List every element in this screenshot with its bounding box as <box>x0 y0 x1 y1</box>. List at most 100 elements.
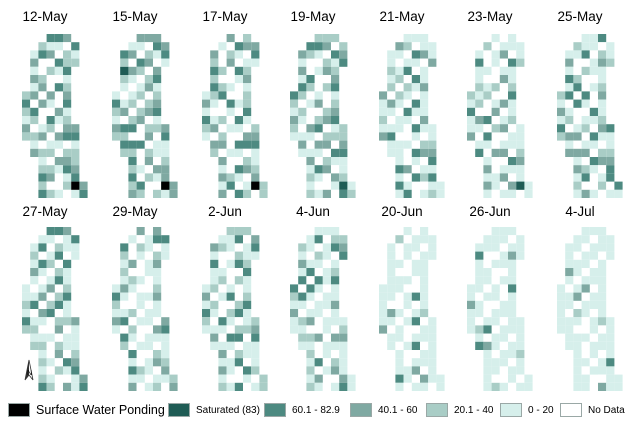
grid-cell <box>234 99 243 108</box>
grid-cell <box>411 107 420 116</box>
grid-cell <box>420 140 429 149</box>
grid-cell <box>411 382 420 391</box>
grid-cell <box>322 333 331 342</box>
grid-cell <box>234 173 243 182</box>
grid-cell <box>491 42 500 51</box>
grid-cell <box>314 374 323 383</box>
grid-cell <box>491 251 500 260</box>
grid-cell <box>499 243 508 252</box>
grid-cell <box>243 132 252 141</box>
grid-cell <box>63 42 72 51</box>
grid-cell <box>606 341 615 350</box>
grid-cell <box>243 292 252 301</box>
grid-cell <box>331 227 340 236</box>
grid-cell <box>411 58 420 67</box>
grid-cell <box>557 107 566 116</box>
grid-cell <box>331 58 340 67</box>
grid-cell <box>483 317 492 326</box>
grid-cell <box>411 251 420 260</box>
grid-cell <box>387 259 396 268</box>
grid-cell <box>606 189 615 198</box>
grid-cell <box>120 83 129 92</box>
grid-cell <box>475 148 484 157</box>
grid-cell <box>339 42 348 51</box>
grid-cell <box>395 317 404 326</box>
grid-cell <box>210 284 219 293</box>
grid-cell <box>581 140 590 149</box>
grid-cell <box>491 243 500 252</box>
grid-cell <box>491 107 500 116</box>
grid-cell <box>598 235 607 244</box>
grid-cell <box>411 227 420 236</box>
grid-cell <box>589 317 598 326</box>
grid-cell <box>420 50 429 59</box>
grid-cell <box>218 50 227 59</box>
grid-cell <box>46 284 55 293</box>
grid-cell <box>581 374 590 383</box>
grid-cell <box>243 34 252 43</box>
grid-cell <box>589 251 598 260</box>
grid-cell <box>153 157 162 166</box>
grid-cell <box>508 366 517 375</box>
grid-cell <box>226 366 235 375</box>
grid-cell <box>491 300 500 309</box>
grid-cell <box>226 34 235 43</box>
grid-cell <box>234 366 243 375</box>
grid-cell <box>314 358 323 367</box>
grid-cell <box>226 66 235 75</box>
grid-cell <box>508 358 517 367</box>
grid-cell <box>63 341 72 350</box>
grid-cell <box>428 157 437 166</box>
grid-cell <box>491 91 500 100</box>
grid-cell <box>306 91 315 100</box>
grid-cell <box>581 358 590 367</box>
moisture-grid <box>379 34 445 198</box>
grid-cell <box>38 276 47 285</box>
grid-cell <box>331 235 340 244</box>
grid-cell <box>306 292 315 301</box>
grid-cell <box>234 382 243 391</box>
grid-cell <box>508 325 517 334</box>
grid-cell <box>306 317 315 326</box>
grid-cell <box>112 107 121 116</box>
grid-cell <box>161 325 170 334</box>
grid-cell <box>218 317 227 326</box>
grid-cell <box>144 292 153 301</box>
grid-cell <box>314 165 323 174</box>
grid-cell <box>314 99 323 108</box>
grid-cell <box>581 227 590 236</box>
grid-cell <box>243 268 252 277</box>
grid-cell <box>202 99 211 108</box>
grid-cell <box>226 148 235 157</box>
grid-cell <box>508 34 517 43</box>
grid-cell <box>226 227 235 236</box>
grid-cell <box>589 259 598 268</box>
grid-cell <box>136 189 145 198</box>
grid-cell <box>128 124 137 133</box>
grid-cell <box>598 34 607 43</box>
grid-cell <box>210 268 219 277</box>
grid-cell <box>483 165 492 174</box>
grid-cell <box>411 341 420 350</box>
grid-cell <box>581 107 590 116</box>
grid-cell <box>243 124 252 133</box>
grid-cell <box>322 140 331 149</box>
grid-cell <box>420 243 429 252</box>
grid-cell <box>598 366 607 375</box>
grid-cell <box>38 165 47 174</box>
grid-cell <box>387 107 396 116</box>
grid-cell <box>598 75 607 84</box>
grid-cell <box>475 243 484 252</box>
grid-cell <box>112 116 121 125</box>
grid-cell <box>128 83 137 92</box>
grid-cell <box>54 75 63 84</box>
grid-cell <box>403 165 412 174</box>
map-panel-27-may: 27-May <box>0 196 90 392</box>
grid-cell <box>243 58 252 67</box>
grid-cell <box>322 157 331 166</box>
grid-cell <box>598 292 607 301</box>
grid-cell <box>54 300 63 309</box>
saturated-cell <box>120 66 129 75</box>
grid-cell <box>153 374 162 383</box>
grid-cell <box>491 341 500 350</box>
